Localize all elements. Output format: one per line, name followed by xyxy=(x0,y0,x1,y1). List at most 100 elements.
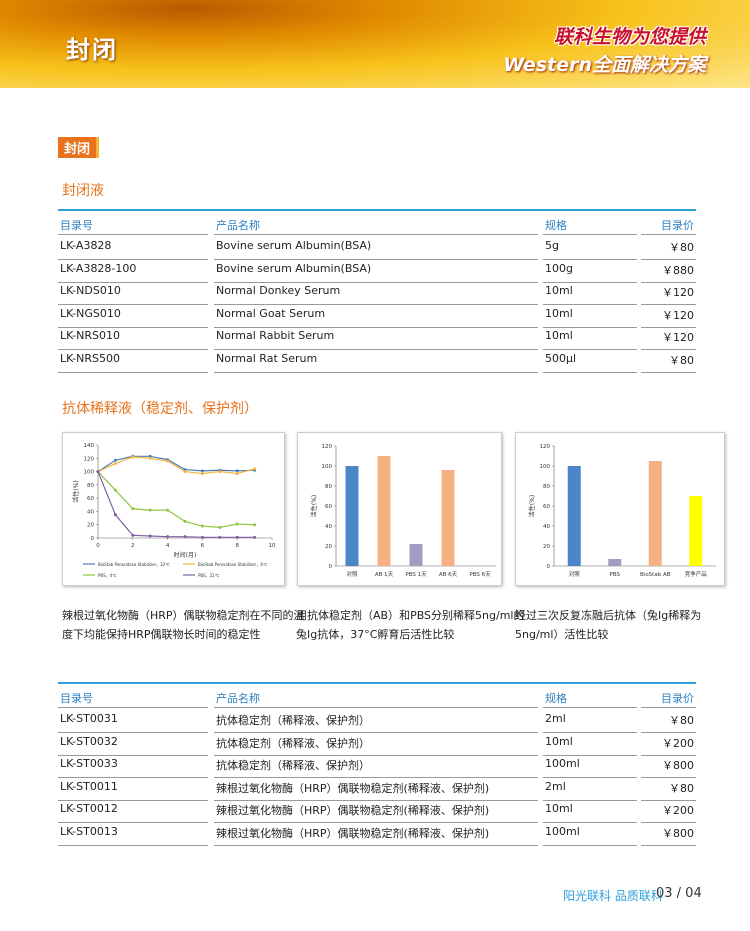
table-cell: ￥80 xyxy=(669,714,694,727)
x-tick-label: 对照 xyxy=(569,570,581,578)
x-tick-label: 10 xyxy=(269,543,276,549)
table-cell: Bovine serum Albumin(BSA) xyxy=(216,239,372,252)
row-rule xyxy=(543,799,637,801)
x-tick-label: AB 6天 xyxy=(439,571,458,578)
x-tick-label: 竞争产品 xyxy=(685,570,708,578)
bar xyxy=(345,466,359,566)
row-rule xyxy=(543,707,637,708)
data-point xyxy=(253,523,257,527)
x-tick-label: AB 1天 xyxy=(375,571,394,578)
table-header: 产品名称 xyxy=(216,692,260,705)
data-point xyxy=(183,470,187,474)
table-cell: LK-A3828-100 xyxy=(60,261,137,275)
table-cell: LK-ST0033 xyxy=(60,757,118,771)
data-point xyxy=(253,535,257,539)
data-point xyxy=(166,535,170,539)
table-cell: 抗体稳定剂（稀释液、保护剂） xyxy=(216,736,370,750)
data-point xyxy=(166,459,170,463)
y-tick-label: 80 xyxy=(87,483,94,489)
table-cell: 10ml xyxy=(545,284,573,298)
table-rule xyxy=(58,209,696,211)
data-line xyxy=(97,471,255,528)
table-cell: ￥120 xyxy=(662,308,694,322)
data-point xyxy=(218,470,222,474)
footer-slogan: 阳光联科 品质联科 xyxy=(563,889,663,903)
table-cell: Normal Rabbit Serum xyxy=(216,329,335,343)
row-rule xyxy=(58,777,208,779)
table-cell: LK-NGS010 xyxy=(60,306,121,320)
table-cell: 100ml xyxy=(545,825,580,838)
row-rule xyxy=(214,732,538,733)
legend-label: BioStab Peroxidase Stabilizer，4℃ xyxy=(198,562,268,567)
row-rule xyxy=(214,234,538,235)
legend-label: PBS，22℃ xyxy=(198,573,220,578)
y-tick-label: 20 xyxy=(325,544,332,550)
data-point xyxy=(235,522,239,526)
row-rule xyxy=(641,707,696,708)
chart-caption: 经过三次反复冻融后抗体（兔Ig稀释为 xyxy=(515,609,702,622)
footer-page: 03 / 04 xyxy=(656,886,702,901)
table-cell: 5g xyxy=(545,239,559,252)
row-rule xyxy=(543,281,637,283)
row-rule xyxy=(641,799,696,801)
data-point xyxy=(148,534,152,538)
row-rule xyxy=(214,754,538,756)
banner-slogan: 联科生物为您提供 xyxy=(553,26,706,48)
data-line xyxy=(97,471,255,538)
row-rule xyxy=(58,281,208,283)
table-cell: LK-ST0031 xyxy=(60,712,118,725)
table-cell: ￥80 xyxy=(669,241,694,254)
row-rule xyxy=(214,822,538,824)
y-tick-label: 100 xyxy=(540,464,551,470)
data-point xyxy=(235,469,239,473)
table-cell: LK-ST0032 xyxy=(60,734,118,748)
table-cell: 辣根过氧化物酶（HRP）偶联物稳定剂(稀释液、保护剂) xyxy=(216,781,490,795)
row-rule xyxy=(641,822,696,824)
data-line xyxy=(97,455,255,473)
chart-caption: 兔Ig抗体，37°C孵育后活性比较 xyxy=(296,628,455,641)
data-point xyxy=(166,508,170,512)
data-point xyxy=(183,519,187,523)
data-point xyxy=(183,535,187,539)
row-rule xyxy=(543,326,637,328)
data-point xyxy=(113,513,117,517)
bar xyxy=(441,470,455,566)
table-cell: LK-ST0012 xyxy=(60,802,118,816)
row-rule xyxy=(641,326,696,328)
table-cell: 10ml xyxy=(545,329,573,343)
row-rule xyxy=(58,349,208,351)
data-point xyxy=(148,456,152,460)
data-point xyxy=(200,524,204,528)
data-point xyxy=(235,535,239,539)
row-rule xyxy=(641,732,696,733)
data-point xyxy=(131,455,135,459)
data-point xyxy=(113,458,117,462)
table-cell: ￥200 xyxy=(662,804,694,818)
section-tag: 封闭 xyxy=(58,137,100,158)
chart-caption: 辣根过氧化物酶（HRP）偶联物稳定剂在不同的温 xyxy=(62,609,305,622)
table-cell: LK-A3828 xyxy=(60,239,112,252)
table-cell: 10ml xyxy=(545,734,573,748)
bar xyxy=(567,466,581,566)
data-point xyxy=(200,472,204,476)
table-cell: 抗体稳定剂（稀释液、保护剂） xyxy=(216,714,370,727)
table-cell: Normal Donkey Serum xyxy=(216,284,341,298)
row-rule xyxy=(58,234,208,235)
table-cell: ￥800 xyxy=(662,759,694,773)
data-point xyxy=(200,469,204,473)
y-tick-label: 20 xyxy=(87,523,94,529)
row-rule xyxy=(58,732,208,733)
y-tick-label: 0 xyxy=(329,564,333,570)
row-rule xyxy=(58,754,208,756)
table-cell: ￥200 xyxy=(662,736,694,750)
row-rule xyxy=(641,372,696,373)
data-point xyxy=(148,508,152,512)
x-tick-label: 对照 xyxy=(346,570,358,578)
table-cell: ￥80 xyxy=(669,354,694,367)
x-tick-label: 8 xyxy=(235,543,239,549)
bar xyxy=(689,496,703,566)
table-header: 目录价 xyxy=(661,692,694,705)
table-cell: LK-ST0013 xyxy=(60,825,118,838)
row-rule xyxy=(543,777,637,779)
